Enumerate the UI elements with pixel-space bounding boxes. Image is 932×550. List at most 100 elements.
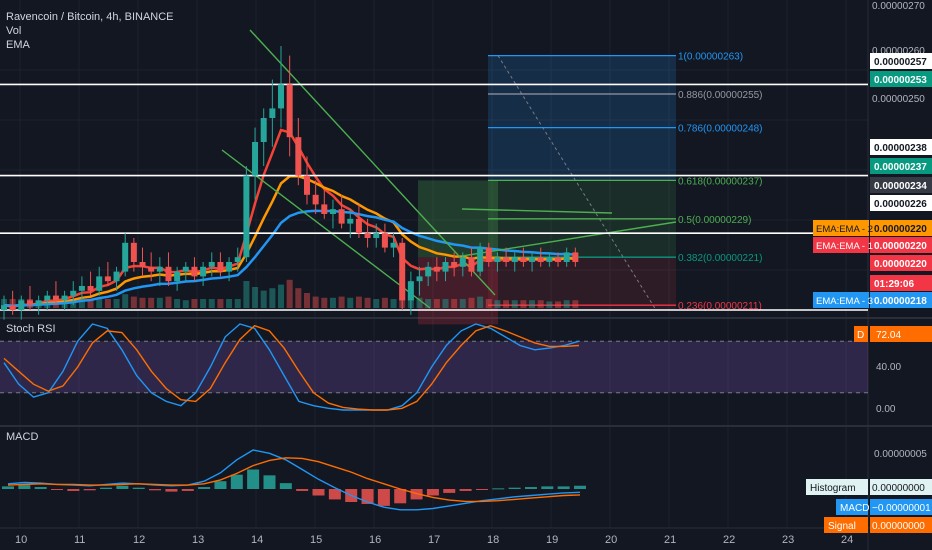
fib-trend-dashed — [497, 55, 657, 311]
price-axis-label: 0.00000250 — [872, 94, 925, 105]
macd-histogram-bar — [2, 486, 14, 489]
price-tag: 0.00000237 — [874, 162, 927, 173]
volume-bar — [96, 297, 103, 308]
macd-histogram-bar — [524, 487, 537, 489]
volume-bar — [425, 299, 432, 308]
candle-body — [572, 252, 579, 262]
candle-body — [234, 257, 241, 262]
candle-body — [200, 266, 207, 277]
macd-histogram-bar — [312, 489, 325, 496]
candle-body — [252, 142, 259, 176]
price-tag-bg — [870, 220, 932, 236]
volume-bar — [182, 300, 189, 308]
price-tag-bg — [870, 53, 932, 69]
stoch-rsi-k-line — [3, 323, 580, 411]
price-tag: 0.00000238 — [874, 143, 927, 154]
volume-bar — [373, 299, 380, 308]
macd-axis-label: 0.00000005 — [874, 449, 927, 460]
candle-body — [156, 266, 163, 272]
volume-bar — [329, 297, 336, 308]
macd-histogram-bar — [116, 485, 129, 489]
macd-histogram-bar — [214, 481, 227, 489]
fib-band — [488, 180, 676, 219]
candle-body — [416, 276, 423, 282]
volume-bar — [477, 296, 484, 308]
candle-body — [191, 266, 198, 277]
price-tag: 0.00000226 — [874, 199, 927, 210]
volume-bar — [303, 293, 310, 308]
volume-bar — [555, 301, 562, 308]
macd-histogram-bar — [198, 487, 211, 489]
stoch-rsi-axis-label: 40.00 — [876, 362, 901, 373]
volume-bar — [122, 294, 129, 308]
macd-histogram-bar — [574, 485, 586, 489]
trend-line — [249, 29, 496, 296]
volume-bar — [286, 279, 293, 308]
candles — [1, 46, 579, 320]
macd-histogram-bar — [279, 483, 292, 489]
candle-body — [104, 276, 111, 282]
symbol-title[interactable]: Ravencoin / Bitcoin, 4h, BINANCE — [6, 11, 174, 23]
macd-pane — [2, 449, 586, 511]
candle-body — [18, 300, 25, 310]
candle-body — [494, 257, 501, 262]
price-tag: 0.00000218 — [874, 296, 927, 307]
volume-bar — [78, 299, 85, 308]
volume-bar — [494, 300, 501, 308]
fibonacci-retracement[interactable]: 1(0.00000263) 0.886(0.00000255) 0.786(0.00… — [488, 52, 763, 313]
volume-bar — [459, 299, 466, 308]
macd-title[interactable]: MACD — [6, 431, 39, 443]
volume-bar — [104, 299, 111, 308]
time-axis-label: 21 — [664, 534, 676, 546]
candle-body — [9, 305, 16, 310]
volume-bar — [312, 296, 319, 308]
horizontal-lines[interactable] — [0, 83, 868, 311]
volume-bar — [252, 287, 259, 308]
time-axis[interactable]: 10 11 12 13 14 15 16 17 18 19 20 21 22 23 24 — [15, 534, 853, 546]
stoch-rsi-d-line — [3, 324, 580, 411]
volume-bar — [269, 288, 276, 308]
macd-histogram-bar — [247, 469, 260, 489]
volume-bar — [87, 299, 94, 308]
candle-body — [61, 295, 68, 301]
stoch-rsi-pane — [0, 323, 868, 411]
macd-histogram-bar — [51, 489, 64, 490]
candle-body — [78, 286, 85, 291]
macd-tag-value-bg — [870, 517, 932, 533]
candle-body — [260, 118, 267, 142]
macd-tag-value: −0.00000001 — [872, 503, 931, 514]
volume-bar — [390, 299, 397, 308]
volume-bar — [520, 300, 527, 308]
candle-body — [208, 262, 215, 267]
candle-body — [442, 262, 449, 272]
ema-tag: EMA:EMA - 2 — [816, 224, 873, 235]
volume-bar — [485, 299, 492, 308]
ema-indicator-label[interactable]: EMA — [6, 39, 30, 51]
vol-indicator-label[interactable]: Vol — [6, 25, 22, 37]
fib-band — [488, 305, 676, 310]
price-axis[interactable]: 0.000002700.000002600.000002500.00000240… — [806, 1, 932, 533]
macd-tag-label: Signal — [828, 521, 856, 532]
time-axis-label: 18 — [487, 534, 499, 546]
stoch-rsi-d-tag: D — [857, 330, 864, 341]
time-axis-label: 24 — [841, 534, 853, 546]
price-tag: 0.00000257 — [874, 57, 927, 68]
candle-body — [165, 266, 172, 282]
ema-tag-bg — [813, 292, 869, 308]
candle-body — [130, 242, 137, 262]
candle-body — [390, 242, 397, 248]
stoch-rsi-title[interactable]: Stoch RSI — [6, 323, 56, 335]
ema-tag: EMA:EMA - 3 — [816, 296, 873, 307]
price-tag-bg — [870, 158, 932, 174]
macd-histogram-bar — [459, 489, 472, 491]
volume-bar — [243, 281, 250, 308]
time-axis-label: 19 — [546, 534, 558, 546]
candle-body — [44, 295, 51, 301]
price-tag-bg — [870, 71, 932, 87]
ema-tag: EMA:EMA - 1 — [816, 241, 873, 252]
fib-band — [488, 257, 676, 306]
volume-bar — [139, 297, 146, 308]
candle-body — [433, 266, 440, 272]
macd-histogram-bar — [18, 485, 31, 489]
candle-body — [520, 257, 527, 262]
